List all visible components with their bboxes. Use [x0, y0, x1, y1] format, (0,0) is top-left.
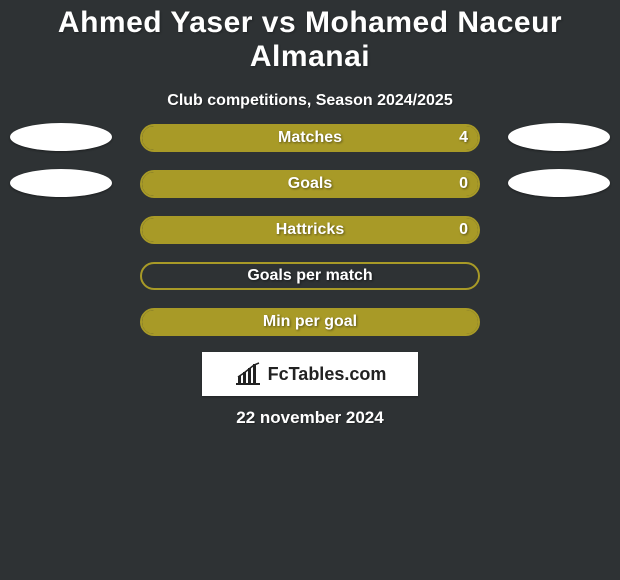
stat-bar: Goals per match	[140, 262, 480, 290]
stat-row: Matches4	[0, 118, 620, 164]
stat-rows: Matches4Goals0Hattricks0Goals per matchM…	[0, 118, 620, 348]
stat-label: Goals	[142, 172, 478, 196]
player-right-marker	[508, 123, 610, 151]
stat-value: 4	[459, 126, 468, 150]
bars-icon	[234, 362, 262, 386]
stat-value: 0	[459, 218, 468, 242]
stat-bar: Matches4	[140, 124, 480, 152]
page-title: Ahmed Yaser vs Mohamed Naceur Almanai	[0, 0, 620, 74]
brand-badge: FcTables.com	[202, 352, 418, 396]
stat-row: Goals0	[0, 164, 620, 210]
stat-bar: Min per goal	[140, 308, 480, 336]
stat-label: Goals per match	[142, 264, 478, 288]
player-left-marker	[10, 169, 112, 197]
stat-row: Goals per match	[0, 256, 620, 302]
stat-row: Hattricks0	[0, 210, 620, 256]
player-left-marker	[10, 123, 112, 151]
brand-text: FcTables.com	[268, 364, 387, 385]
stat-row: Min per goal	[0, 302, 620, 348]
date-label: 22 november 2024	[0, 408, 620, 428]
stat-bar: Hattricks0	[140, 216, 480, 244]
comparison-card: Ahmed Yaser vs Mohamed Naceur Almanai Cl…	[0, 0, 620, 580]
stat-label: Matches	[142, 126, 478, 150]
stat-label: Min per goal	[142, 310, 478, 334]
subtitle: Club competitions, Season 2024/2025	[0, 92, 620, 110]
stat-bar: Goals0	[140, 170, 480, 198]
stat-label: Hattricks	[142, 218, 478, 242]
player-right-marker	[508, 169, 610, 197]
stat-value: 0	[459, 172, 468, 196]
